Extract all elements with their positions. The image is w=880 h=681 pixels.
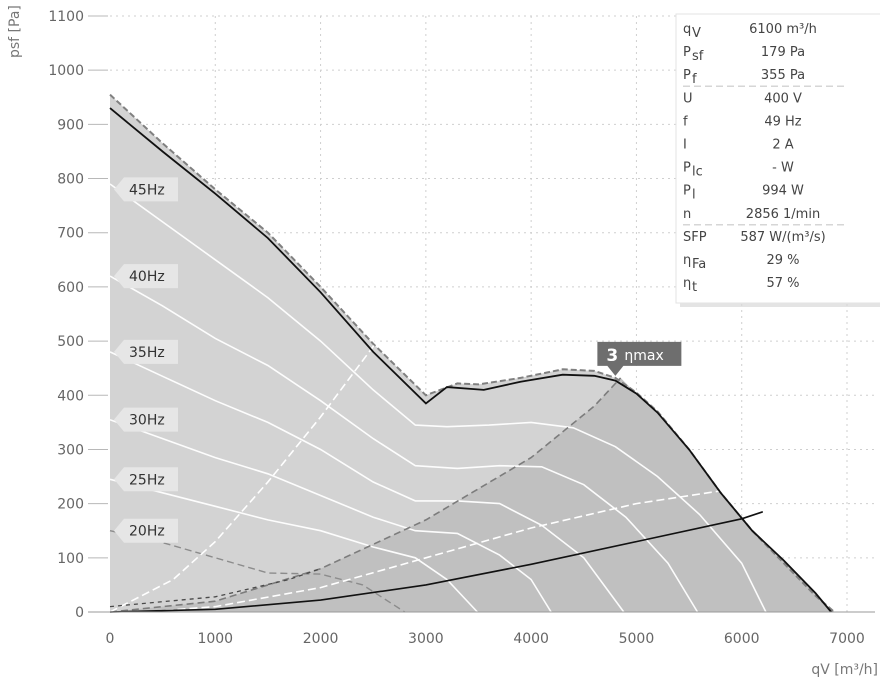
info-subscript: lc	[692, 165, 703, 180]
info-value: 355 Pa	[761, 68, 805, 83]
y-tick-label: 700	[57, 226, 84, 242]
speed-curve-40hz	[109, 275, 699, 613]
x-tick-label: 6000	[724, 631, 760, 647]
info-symbol: U	[683, 91, 693, 106]
axes: 0 1000 2000 3000 4000 5000 6000 7000 0 100 200 300 4…	[48, 9, 875, 647]
info-symbol: η	[683, 276, 691, 291]
y-tick-label: 1000	[48, 63, 84, 79]
info-symbol: n	[683, 207, 691, 222]
info-symbol: I	[683, 138, 687, 153]
info-subscript: V	[692, 26, 701, 41]
y-tick-label: 1100	[48, 9, 84, 25]
info-subscript: f	[692, 72, 697, 87]
x-axis-label: qV [m³/h]	[811, 662, 878, 678]
speed-label-text: 35Hz	[129, 345, 165, 361]
info-value: 2 A	[772, 138, 793, 153]
x-tick-label: 7000	[829, 631, 865, 647]
y-tick-label: 800	[57, 172, 84, 188]
speed-curve-25hz	[109, 478, 478, 613]
curves	[109, 107, 832, 613]
markers: 3 ηmax	[597, 341, 682, 376]
info-value: 400 V	[764, 91, 802, 106]
system-curve	[109, 511, 764, 613]
y-tick-label: 600	[57, 280, 84, 296]
speed-label-flag	[114, 518, 178, 543]
speed-curve-45hz	[109, 183, 767, 613]
optimal-operating-zone	[110, 377, 832, 612]
info-symbol: f	[683, 114, 688, 129]
info-value: 29 %	[766, 253, 799, 268]
info-symbol: P	[683, 161, 691, 176]
info-symbol: q	[683, 22, 691, 37]
eta-max-marker-flag	[597, 341, 682, 376]
info-value: 179 Pa	[761, 45, 805, 60]
info-subscript: l	[692, 188, 696, 203]
speed-curve-30hz	[109, 418, 552, 613]
speed-label-text: 40Hz	[129, 269, 165, 285]
y-tick-label: 0	[75, 605, 84, 621]
info-value: 994 W	[762, 184, 804, 199]
info-symbol: η	[683, 253, 691, 268]
info-value: - W	[772, 161, 794, 176]
speed-label-flag	[114, 407, 178, 432]
speed-label-flag	[114, 467, 178, 492]
speed-label-flag	[114, 177, 178, 202]
speed-label-flag	[114, 339, 178, 364]
info-value: 49 Hz	[764, 114, 801, 129]
y-tick-label: 500	[57, 334, 84, 350]
info-subscript: Fa	[692, 257, 706, 272]
marker-number: 3	[606, 346, 618, 366]
info-symbol: SFP	[683, 230, 707, 245]
x-tick-label: 1000	[197, 631, 233, 647]
fan-characteristic-curve	[109, 107, 832, 613]
info-subscript: sf	[692, 49, 704, 64]
x-tick-label: 0	[106, 631, 115, 647]
speed-label-flag	[114, 264, 178, 289]
y-tick-label: 900	[57, 117, 84, 133]
info-subscript: t	[692, 280, 697, 295]
x-tick-label: 5000	[619, 631, 655, 647]
info-value: 57 %	[766, 276, 799, 291]
optimal-upper-boundary	[109, 377, 622, 613]
speed-curve-35hz	[109, 351, 625, 613]
x-tick-label: 4000	[513, 631, 549, 647]
y-tick-label: 400	[57, 388, 84, 404]
info-symbol: P	[683, 184, 691, 199]
marker-label: ηmax	[624, 348, 663, 364]
info-value: 2856 1/min	[746, 207, 820, 222]
y-tick-label: 100	[57, 551, 84, 567]
efficiency-boundary-curve	[109, 319, 385, 613]
speed-curve-20hz	[109, 530, 406, 613]
speed-label-text: 45Hz	[129, 182, 165, 198]
y-tick-label: 200	[57, 497, 84, 513]
info-value: 587 W/(m³/s)	[740, 230, 825, 245]
speed-label-text: 25Hz	[129, 472, 165, 488]
info-panel-box	[675, 13, 880, 304]
y-axis-label: psf [Pa]	[7, 5, 23, 58]
y-tick-label: 300	[57, 442, 84, 458]
x-tick-label: 3000	[408, 631, 444, 647]
info-symbol: P	[683, 45, 691, 60]
speed-label-text: 20Hz	[129, 524, 165, 540]
speed-labels: 45Hz 40Hz 35Hz 30Hz 25Hz 20Hz	[114, 177, 178, 543]
x-tick-label: 2000	[303, 631, 339, 647]
info-panel: q V 6100 m³/h P sf 179 Pa P f 355 Pa U 400 V f 49 Hz…	[675, 13, 880, 307]
info-value: 6100 m³/h	[749, 22, 817, 37]
info-symbol: P	[683, 68, 691, 83]
optimal-lower-boundary	[141, 487, 737, 613]
speed-label-text: 30Hz	[129, 413, 165, 429]
